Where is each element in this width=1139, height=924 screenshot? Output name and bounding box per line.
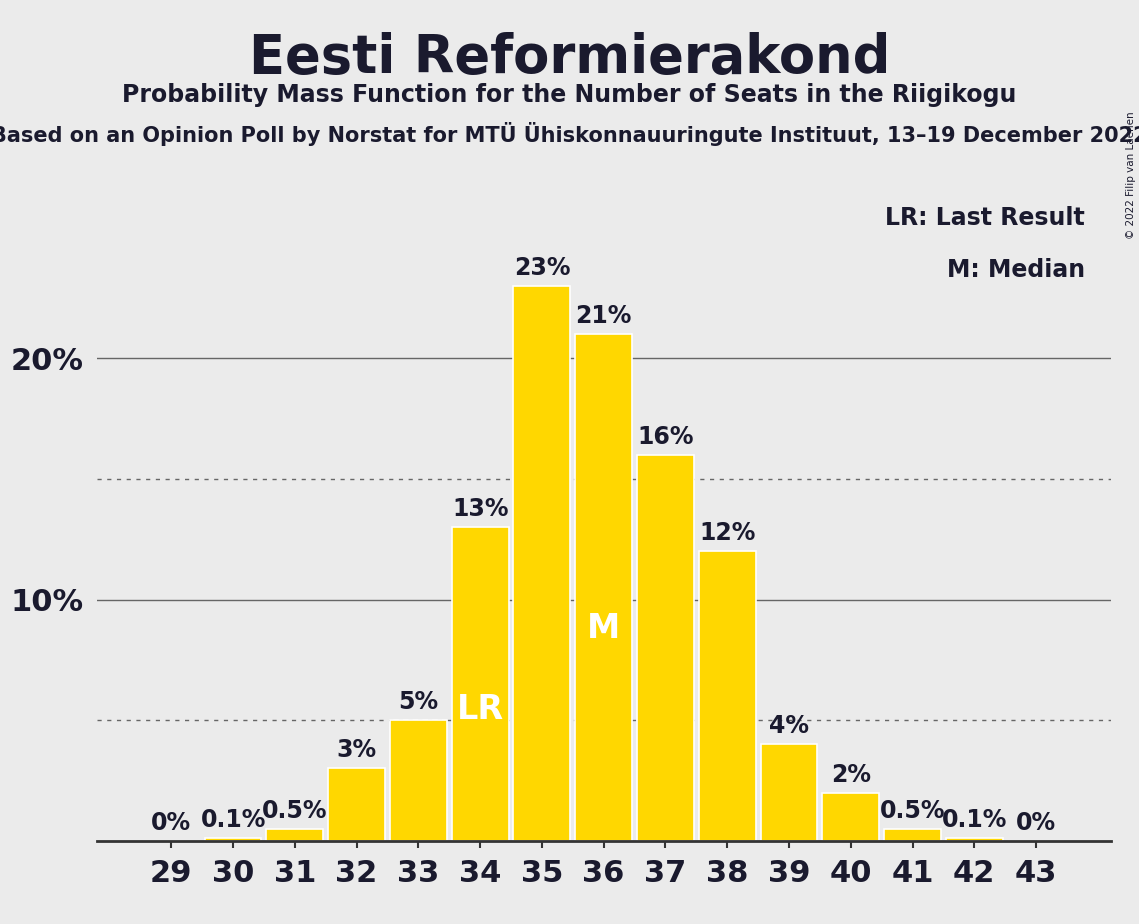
Text: 3%: 3% xyxy=(336,738,377,762)
Text: M: M xyxy=(587,612,621,645)
Text: Eesti Reformierakond: Eesti Reformierakond xyxy=(248,32,891,84)
Bar xyxy=(452,528,508,841)
Text: 0.5%: 0.5% xyxy=(262,798,328,822)
Text: 2%: 2% xyxy=(830,762,870,786)
Bar xyxy=(884,829,941,841)
Text: LR: LR xyxy=(457,693,503,725)
Text: 5%: 5% xyxy=(399,690,439,714)
Text: Probability Mass Function for the Number of Seats in the Riigikogu: Probability Mass Function for the Number… xyxy=(122,83,1017,107)
Text: 0.1%: 0.1% xyxy=(942,808,1007,833)
Text: LR: Last Result: LR: Last Result xyxy=(885,206,1085,230)
Bar xyxy=(822,793,879,841)
Bar xyxy=(514,286,571,841)
Text: 0%: 0% xyxy=(151,810,191,834)
Text: 23%: 23% xyxy=(514,256,571,280)
Bar xyxy=(637,455,694,841)
Text: © 2022 Filip van Laenen: © 2022 Filip van Laenen xyxy=(1126,111,1136,238)
Bar xyxy=(205,838,262,841)
Text: 0.5%: 0.5% xyxy=(879,798,945,822)
Text: 0.1%: 0.1% xyxy=(200,808,265,833)
Text: 0%: 0% xyxy=(1016,810,1056,834)
Bar xyxy=(267,829,323,841)
Bar xyxy=(761,745,818,841)
Bar xyxy=(390,720,446,841)
Bar xyxy=(945,838,1002,841)
Text: 4%: 4% xyxy=(769,714,809,738)
Text: 16%: 16% xyxy=(637,425,694,449)
Bar xyxy=(575,334,632,841)
Text: 21%: 21% xyxy=(575,304,632,328)
Bar xyxy=(328,769,385,841)
Text: M: Median: M: Median xyxy=(947,258,1085,282)
Bar xyxy=(699,552,755,841)
Text: Based on an Opinion Poll by Norstat for MTÜ Ühiskonnauuringute Instituut, 13–19 : Based on an Opinion Poll by Norstat for … xyxy=(0,122,1139,146)
Text: 13%: 13% xyxy=(452,497,508,521)
Text: 12%: 12% xyxy=(699,521,755,545)
